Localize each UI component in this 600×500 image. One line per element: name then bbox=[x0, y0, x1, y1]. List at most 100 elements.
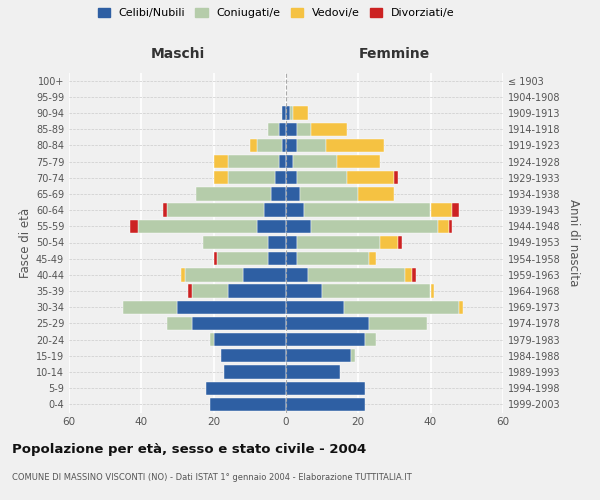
Text: Popolazione per età, sesso e stato civile - 2004: Popolazione per età, sesso e stato civil… bbox=[12, 442, 366, 456]
Bar bbox=[264, 204, 286, 217]
Bar bbox=[369, 252, 376, 266]
Bar bbox=[214, 155, 228, 168]
Bar bbox=[167, 317, 192, 330]
Bar bbox=[405, 268, 412, 281]
Bar bbox=[188, 284, 192, 298]
Bar bbox=[286, 382, 365, 395]
Bar bbox=[210, 333, 214, 346]
Bar bbox=[214, 171, 228, 184]
Bar bbox=[431, 284, 434, 298]
Bar bbox=[337, 155, 380, 168]
Bar bbox=[228, 155, 278, 168]
Bar bbox=[203, 236, 268, 249]
Bar bbox=[347, 171, 394, 184]
Bar bbox=[286, 204, 304, 217]
Bar bbox=[278, 155, 286, 168]
Bar bbox=[351, 349, 355, 362]
Bar bbox=[242, 268, 286, 281]
Bar bbox=[326, 138, 383, 152]
Text: Maschi: Maschi bbox=[151, 48, 205, 62]
Bar bbox=[286, 252, 297, 266]
Bar bbox=[282, 138, 286, 152]
Bar bbox=[196, 188, 271, 200]
Bar bbox=[344, 300, 460, 314]
Bar bbox=[286, 138, 297, 152]
Bar bbox=[268, 122, 278, 136]
Bar bbox=[286, 268, 308, 281]
Bar bbox=[123, 300, 178, 314]
Bar bbox=[163, 204, 167, 217]
Y-axis label: Fasce di età: Fasce di età bbox=[19, 208, 32, 278]
Bar bbox=[192, 284, 228, 298]
Bar bbox=[278, 122, 286, 136]
Text: Femmine: Femmine bbox=[359, 48, 430, 62]
Bar bbox=[221, 349, 286, 362]
Bar bbox=[286, 398, 365, 411]
Bar bbox=[460, 300, 463, 314]
Bar bbox=[286, 349, 351, 362]
Bar bbox=[257, 138, 282, 152]
Bar bbox=[293, 106, 308, 120]
Bar bbox=[185, 268, 242, 281]
Bar bbox=[130, 220, 137, 233]
Bar bbox=[438, 220, 449, 233]
Bar bbox=[286, 366, 340, 378]
Bar bbox=[398, 236, 401, 249]
Bar bbox=[286, 155, 293, 168]
Bar bbox=[214, 252, 217, 266]
Bar bbox=[275, 171, 286, 184]
Bar bbox=[286, 188, 301, 200]
Bar bbox=[412, 268, 416, 281]
Bar bbox=[358, 188, 394, 200]
Bar bbox=[286, 106, 290, 120]
Bar bbox=[297, 138, 326, 152]
Bar bbox=[301, 188, 358, 200]
Bar bbox=[297, 122, 311, 136]
Bar bbox=[217, 252, 268, 266]
Bar bbox=[369, 317, 427, 330]
Bar bbox=[380, 236, 398, 249]
Bar bbox=[137, 220, 257, 233]
Bar bbox=[293, 155, 337, 168]
Bar bbox=[224, 366, 286, 378]
Bar bbox=[210, 398, 286, 411]
Bar bbox=[271, 188, 286, 200]
Bar bbox=[394, 171, 398, 184]
Bar bbox=[282, 106, 286, 120]
Bar bbox=[268, 252, 286, 266]
Legend: Celibi/Nubili, Coniugati/e, Vedovi/e, Divorziati/e: Celibi/Nubili, Coniugati/e, Vedovi/e, Di… bbox=[95, 6, 457, 20]
Bar bbox=[365, 333, 376, 346]
Bar bbox=[290, 106, 293, 120]
Bar bbox=[257, 220, 286, 233]
Text: COMUNE DI MASSINO VISCONTI (NO) - Dati ISTAT 1° gennaio 2004 - Elaborazione TUTT: COMUNE DI MASSINO VISCONTI (NO) - Dati I… bbox=[12, 472, 412, 482]
Bar bbox=[167, 204, 264, 217]
Bar bbox=[311, 122, 347, 136]
Bar bbox=[286, 236, 297, 249]
Bar bbox=[206, 382, 286, 395]
Bar bbox=[178, 300, 286, 314]
Bar bbox=[286, 284, 322, 298]
Bar bbox=[286, 171, 297, 184]
Bar bbox=[304, 204, 430, 217]
Bar bbox=[286, 333, 365, 346]
Bar bbox=[297, 252, 369, 266]
Bar bbox=[449, 220, 452, 233]
Bar bbox=[286, 300, 344, 314]
Bar bbox=[286, 317, 369, 330]
Bar bbox=[297, 236, 380, 249]
Bar bbox=[228, 171, 275, 184]
Bar bbox=[286, 220, 311, 233]
Bar bbox=[228, 284, 286, 298]
Bar bbox=[308, 268, 405, 281]
Bar bbox=[297, 171, 347, 184]
Bar bbox=[181, 268, 185, 281]
Bar bbox=[311, 220, 438, 233]
Y-axis label: Anni di nascita: Anni di nascita bbox=[567, 199, 580, 286]
Bar bbox=[268, 236, 286, 249]
Bar bbox=[250, 138, 257, 152]
Bar bbox=[286, 122, 297, 136]
Bar bbox=[431, 204, 452, 217]
Bar bbox=[322, 284, 430, 298]
Bar bbox=[452, 204, 460, 217]
Bar bbox=[214, 333, 286, 346]
